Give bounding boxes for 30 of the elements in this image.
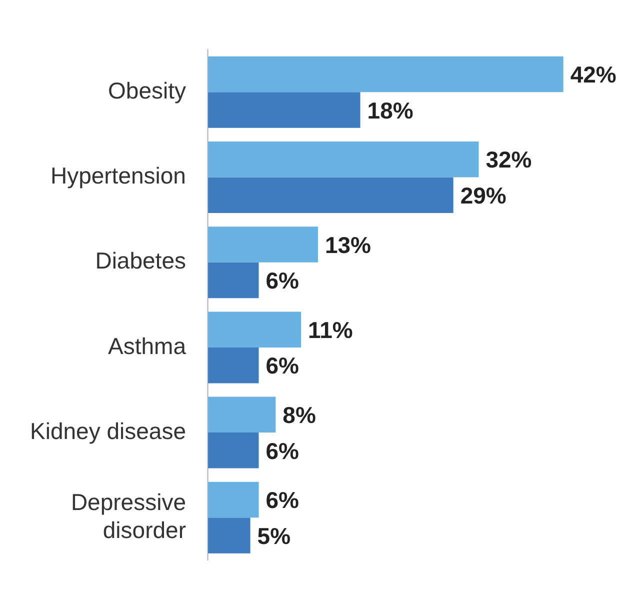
bar bbox=[208, 262, 259, 298]
bar bbox=[208, 482, 259, 518]
data-label: 13% bbox=[324, 232, 372, 258]
bar bbox=[208, 396, 276, 433]
bar bbox=[208, 312, 302, 348]
data-label: 6% bbox=[266, 438, 299, 464]
data-label: 6% bbox=[266, 352, 299, 379]
data-label: 32% bbox=[486, 146, 532, 173]
y-tick-label: Kidney disease bbox=[30, 418, 186, 444]
bar bbox=[208, 177, 454, 213]
data-label: 5% bbox=[257, 522, 291, 549]
data-label: 18% bbox=[367, 97, 414, 124]
bar bbox=[208, 142, 479, 178]
y-tick-label: Depressive disorder bbox=[70, 489, 186, 543]
data-label: 42% bbox=[570, 62, 616, 88]
data-label: 6% bbox=[266, 268, 299, 294]
bar bbox=[208, 347, 259, 384]
data-label: 29% bbox=[460, 182, 506, 208]
y-tick-label: Hypertension bbox=[50, 162, 186, 189]
y-tick-label: Obesity bbox=[108, 77, 186, 104]
data-label: 8% bbox=[282, 402, 316, 428]
bar bbox=[208, 92, 360, 128]
data-label: 11% bbox=[308, 316, 353, 343]
bar bbox=[208, 226, 318, 262]
y-tick-label: Diabetes bbox=[95, 248, 186, 274]
bar bbox=[208, 432, 259, 468]
y-tick-label: Asthma bbox=[108, 332, 186, 359]
bar bbox=[208, 518, 250, 554]
data-label: 6% bbox=[266, 487, 299, 514]
bar bbox=[208, 56, 564, 92]
